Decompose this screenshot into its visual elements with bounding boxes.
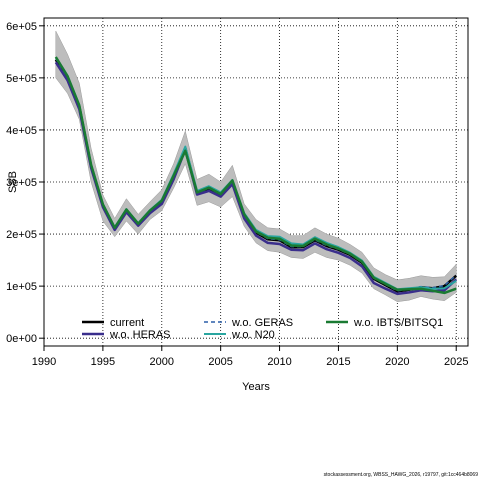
- y-tick-label: 1e+05: [6, 281, 37, 293]
- series-line: [54, 61, 458, 296]
- series-line: [54, 56, 457, 295]
- legend-label: w.o. HERAS: [109, 329, 171, 341]
- series-lines: [54, 56, 458, 296]
- footnote: stockassessment.org, WBSS_HAWG_2026, r19…: [323, 472, 478, 478]
- x-tick-label: 2025: [444, 356, 468, 368]
- y-axis-label: SSB: [7, 171, 19, 193]
- x-axis: 1990 1995 2000 2005 2010 2015 2020 2025: [32, 346, 468, 368]
- x-tick-label: 2005: [208, 356, 232, 368]
- x-tick-label: 2015: [326, 356, 350, 368]
- x-tick-label: 1990: [32, 356, 56, 368]
- legend-label: w.o. N20: [231, 329, 275, 341]
- y-tick-label: 3e+05: [6, 177, 37, 189]
- legend-label: current: [110, 317, 144, 329]
- grid-lines: [44, 18, 468, 346]
- x-tick-label: 2010: [267, 356, 291, 368]
- x-tick-label: 2000: [150, 356, 174, 368]
- confidence-band: [55, 30, 457, 302]
- x-axis-label: Years: [242, 381, 270, 393]
- y-tick-label: 2e+05: [6, 229, 37, 241]
- legend-label: w.o. GERAS: [231, 317, 293, 329]
- y-tick-label: 6e+05: [6, 21, 37, 33]
- x-tick-label: 2020: [385, 356, 409, 368]
- y-tick-label: 5e+05: [6, 73, 37, 85]
- y-axis: 0e+00 1e+05 2e+05 3e+05 4e+05 5e+05 6e+05: [6, 21, 44, 345]
- x-tick-label: 1995: [91, 356, 115, 368]
- y-tick-label: 0e+00: [6, 333, 37, 345]
- legend-label: w.o. IBTS/BITSQ1: [353, 317, 443, 329]
- y-tick-label: 4e+05: [6, 125, 37, 137]
- confidence-band-area: [55, 30, 457, 302]
